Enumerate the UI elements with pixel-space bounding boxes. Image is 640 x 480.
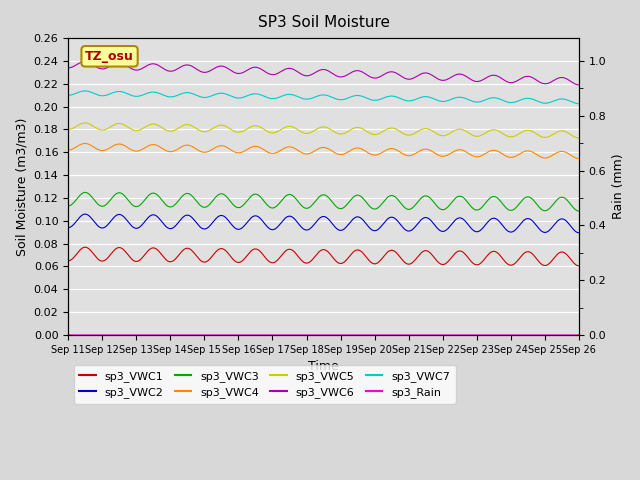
Title: SP3 Soil Moisture: SP3 Soil Moisture [257, 15, 390, 30]
Text: TZ_osu: TZ_osu [85, 50, 134, 63]
Legend: sp3_VWC1, sp3_VWC2, sp3_VWC3, sp3_VWC4, sp3_VWC5, sp3_VWC6, sp3_VWC7, sp3_Rain: sp3_VWC1, sp3_VWC2, sp3_VWC3, sp3_VWC4, … [74, 365, 456, 404]
Y-axis label: Soil Moisture (m3/m3): Soil Moisture (m3/m3) [15, 117, 28, 256]
Y-axis label: Rain (mm): Rain (mm) [612, 154, 625, 219]
X-axis label: Time: Time [308, 360, 339, 373]
